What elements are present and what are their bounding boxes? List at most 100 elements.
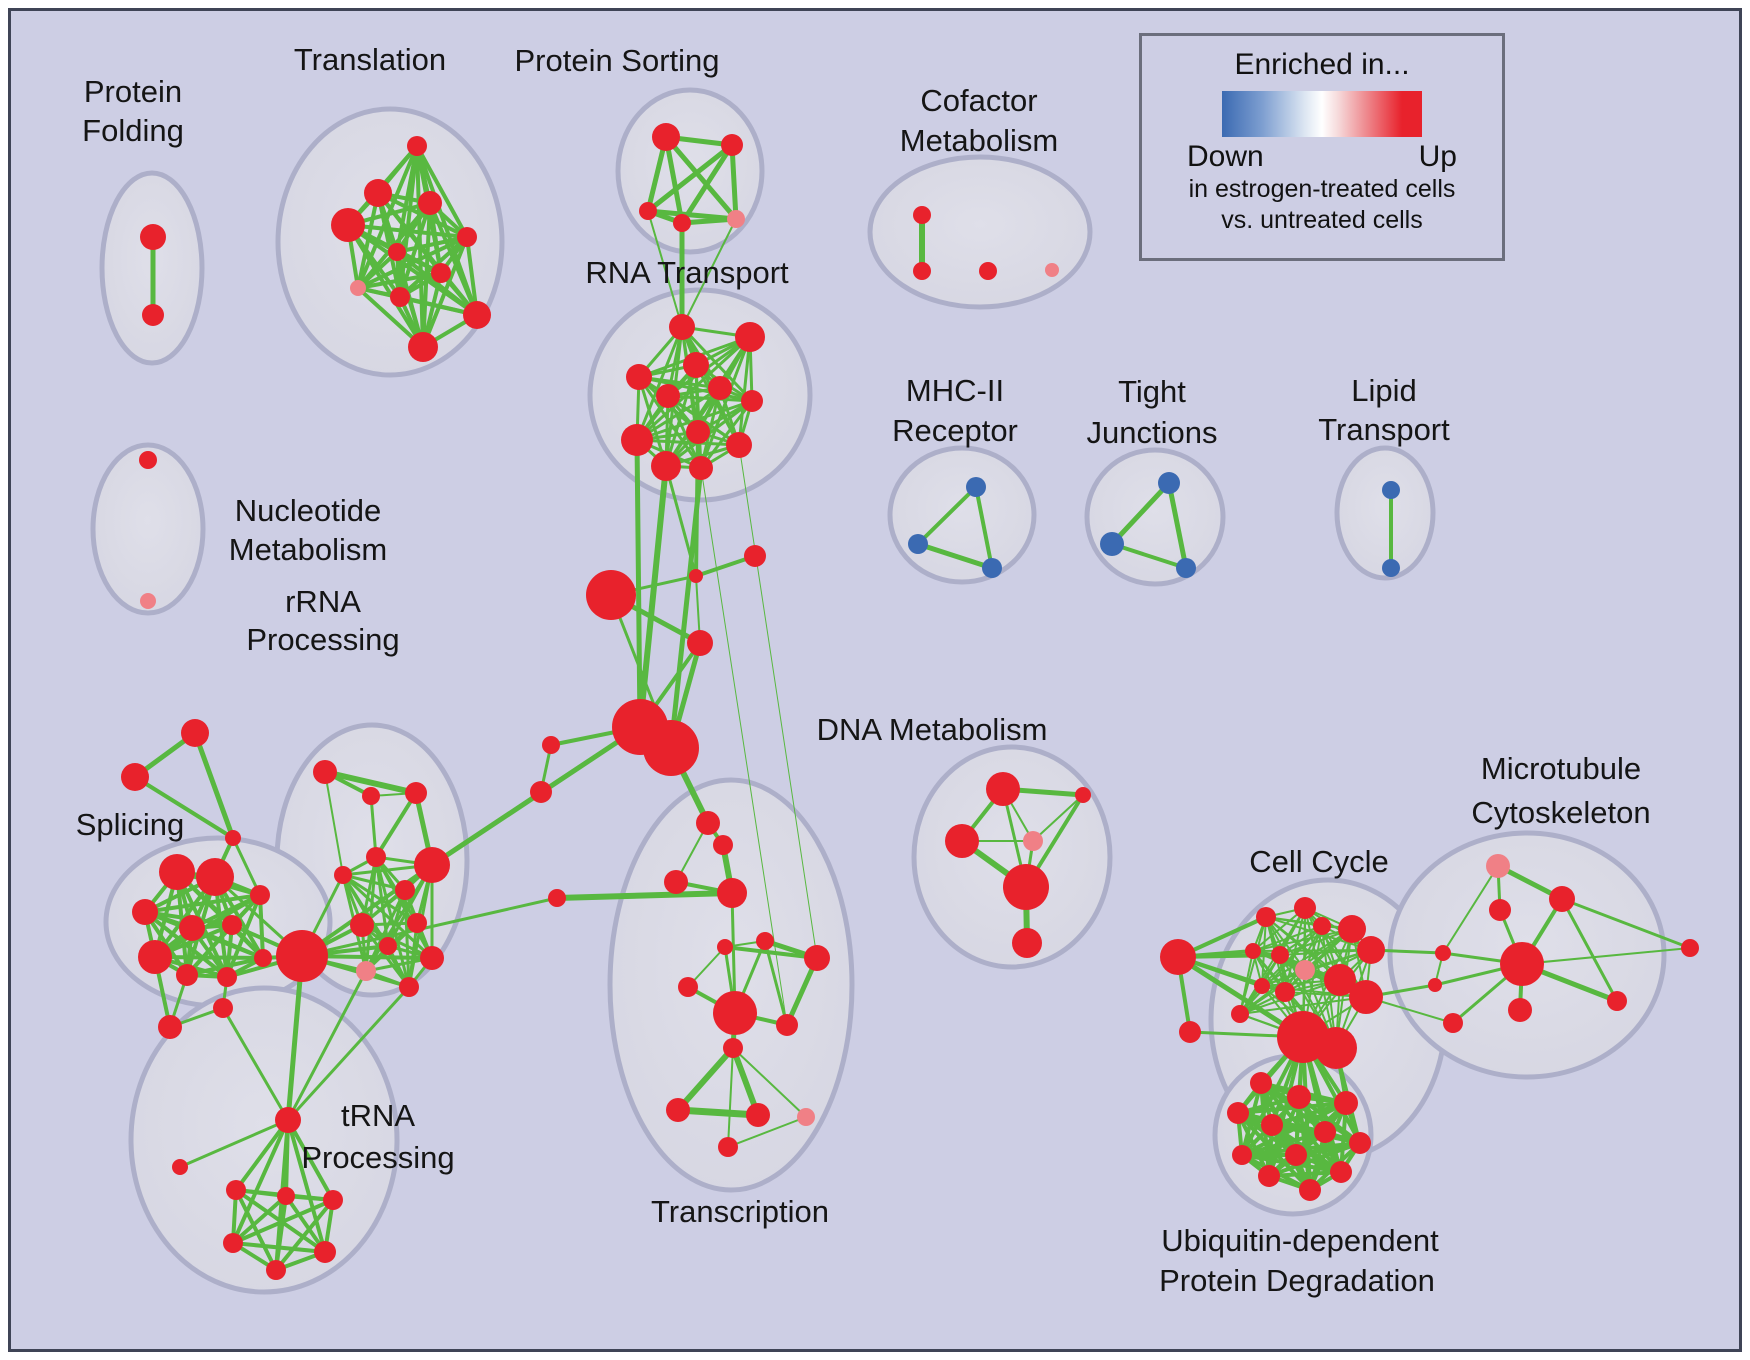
network-node-mh1[interactable]	[966, 477, 986, 497]
network-node-lt2[interactable]	[1382, 559, 1400, 577]
network-node-cc12[interactable]	[1349, 980, 1383, 1014]
network-node-u8[interactable]	[1285, 1144, 1307, 1166]
network-node-tj2[interactable]	[1100, 532, 1124, 556]
network-node-t13[interactable]	[666, 1098, 690, 1122]
network-node-rr5[interactable]	[366, 847, 386, 867]
network-node-rr1[interactable]	[313, 760, 337, 784]
network-node-rt2[interactable]	[735, 322, 765, 352]
network-node-cc11[interactable]	[1324, 964, 1356, 996]
network-node-mtp[interactable]	[1486, 854, 1510, 878]
network-node-pf2[interactable]	[142, 304, 164, 326]
network-node-cc14[interactable]	[1179, 1021, 1201, 1043]
network-node-tr11[interactable]	[408, 332, 438, 362]
network-node-hb2[interactable]	[643, 720, 699, 776]
network-node-rr6[interactable]	[395, 880, 415, 900]
network-node-rt3[interactable]	[683, 352, 709, 378]
network-node-sp4[interactable]	[179, 915, 205, 941]
network-node-tr5[interactable]	[457, 227, 477, 247]
network-node-u10[interactable]	[1258, 1165, 1280, 1187]
network-node-u5[interactable]	[1261, 1114, 1283, 1136]
network-node-ms1[interactable]	[689, 569, 703, 583]
network-node-sp7[interactable]	[176, 964, 198, 986]
network-node-t14[interactable]	[746, 1103, 770, 1127]
network-node-nm1[interactable]	[139, 451, 157, 469]
network-node-mh3[interactable]	[982, 558, 1002, 578]
network-node-lt1[interactable]	[1382, 481, 1400, 499]
network-node-tr2[interactable]	[364, 179, 392, 207]
network-node-sp6[interactable]	[138, 940, 172, 974]
network-node-sp11[interactable]	[158, 1015, 182, 1039]
network-node-rt7[interactable]	[741, 390, 763, 412]
network-node-t8[interactable]	[804, 945, 830, 971]
network-node-rt8[interactable]	[686, 420, 710, 444]
network-node-cc4[interactable]	[1338, 915, 1366, 943]
network-node-u6[interactable]	[1314, 1121, 1336, 1143]
network-node-u9[interactable]	[1349, 1132, 1371, 1154]
network-node-tr6[interactable]	[388, 243, 406, 261]
network-node-mt6[interactable]	[1681, 939, 1699, 957]
network-node-cm2[interactable]	[913, 262, 931, 280]
network-node-u11[interactable]	[1330, 1161, 1352, 1183]
network-node-ps5[interactable]	[727, 210, 745, 228]
network-node-mt1[interactable]	[1549, 886, 1575, 912]
network-node-x3[interactable]	[225, 830, 241, 846]
network-node-cc7[interactable]	[1271, 946, 1289, 964]
network-node-rr7[interactable]	[350, 913, 374, 937]
network-node-br2[interactable]	[1428, 978, 1442, 992]
network-node-sp2[interactable]	[196, 858, 234, 896]
network-node-rt12[interactable]	[689, 456, 713, 480]
network-node-ps3[interactable]	[639, 202, 657, 220]
network-node-hx4[interactable]	[223, 1233, 243, 1253]
network-node-rrd[interactable]	[420, 946, 444, 970]
network-node-mh2[interactable]	[908, 534, 928, 554]
network-node-u7[interactable]	[1232, 1145, 1252, 1165]
network-node-mt5[interactable]	[1443, 1013, 1463, 1033]
network-node-cc10[interactable]	[1275, 982, 1295, 1002]
network-node-mt4[interactable]	[1508, 998, 1532, 1022]
network-node-t3[interactable]	[664, 870, 688, 894]
network-node-rrp[interactable]	[356, 961, 376, 981]
network-node-cg2[interactable]	[1315, 1027, 1357, 1069]
network-node-cc2[interactable]	[1294, 897, 1316, 919]
network-node-sp3[interactable]	[132, 899, 158, 925]
network-node-sp9[interactable]	[250, 885, 270, 905]
network-node-dm6[interactable]	[1012, 928, 1042, 958]
network-node-sp12[interactable]	[213, 998, 233, 1018]
network-node-hx3[interactable]	[323, 1190, 343, 1210]
network-node-cc6[interactable]	[1245, 943, 1261, 959]
network-node-rr2[interactable]	[362, 787, 380, 805]
network-node-pf1[interactable]	[140, 224, 166, 250]
network-node-rt9[interactable]	[621, 424, 653, 456]
network-node-tr4[interactable]	[331, 208, 365, 242]
network-node-ti[interactable]	[172, 1159, 188, 1175]
network-node-t5[interactable]	[548, 889, 566, 907]
network-node-hx2[interactable]	[277, 1187, 295, 1205]
network-node-mt3[interactable]	[1607, 991, 1627, 1011]
network-node-mth[interactable]	[1500, 942, 1544, 986]
network-node-u4[interactable]	[1227, 1102, 1249, 1124]
network-node-tr1[interactable]	[407, 136, 427, 156]
network-node-t15[interactable]	[797, 1108, 815, 1126]
network-node-ps2[interactable]	[721, 134, 743, 156]
network-node-rt6[interactable]	[656, 384, 680, 408]
network-node-rt11[interactable]	[651, 451, 681, 481]
network-node-u1[interactable]	[1250, 1072, 1272, 1094]
network-node-dm4[interactable]	[1023, 831, 1043, 851]
network-node-ps1[interactable]	[652, 123, 680, 151]
network-node-ls1[interactable]	[542, 736, 560, 754]
network-node-t6[interactable]	[717, 939, 733, 955]
network-node-u3[interactable]	[1334, 1091, 1358, 1115]
network-node-ls2[interactable]	[530, 781, 552, 803]
network-node-sp8[interactable]	[217, 967, 237, 987]
network-node-sp1[interactable]	[159, 854, 195, 890]
network-node-hx5[interactable]	[314, 1241, 336, 1263]
network-node-t9[interactable]	[678, 977, 698, 997]
network-node-sp10[interactable]	[254, 949, 272, 967]
network-node-t10[interactable]	[713, 991, 757, 1035]
network-node-x2[interactable]	[121, 763, 149, 791]
network-node-tj3[interactable]	[1176, 558, 1196, 578]
network-node-rr3[interactable]	[405, 782, 427, 804]
network-node-tr3[interactable]	[418, 191, 442, 215]
network-node-rr8[interactable]	[379, 937, 397, 955]
network-node-rt5[interactable]	[708, 376, 732, 400]
